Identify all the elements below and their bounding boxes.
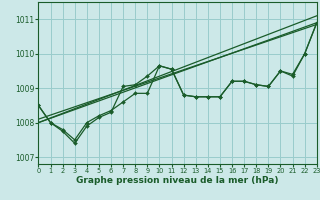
X-axis label: Graphe pression niveau de la mer (hPa): Graphe pression niveau de la mer (hPa) (76, 176, 279, 185)
